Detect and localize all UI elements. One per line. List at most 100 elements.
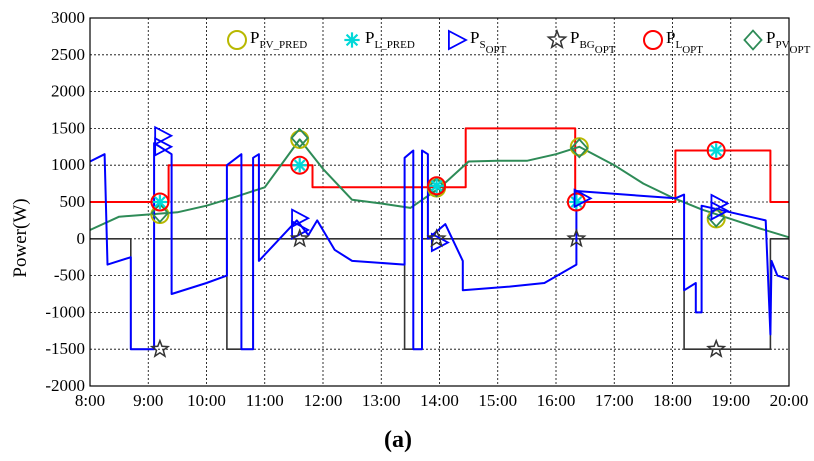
star-marker: [546, 28, 568, 50]
legend-main: P: [766, 28, 775, 47]
legend-sub: BG: [579, 39, 594, 51]
triangle-marker: [291, 208, 311, 229]
triangle-marker: [710, 200, 730, 221]
y-tick-label: -1500: [45, 339, 85, 358]
triangle-marker: [447, 29, 468, 51]
star-marker: [706, 338, 727, 358]
legend-sub: PV_PRED: [259, 39, 307, 51]
legend-main: P: [365, 28, 374, 47]
y-tick-label: -2000: [45, 376, 85, 395]
y-tick-label: -1000: [45, 302, 85, 321]
triangle-marker: [291, 219, 311, 240]
legend-main: P: [470, 28, 479, 47]
x-tick-label: 14:00: [420, 391, 459, 410]
caption-open: (: [384, 427, 392, 453]
circle-marker: [150, 192, 170, 212]
asterisk-stroke: [154, 196, 166, 208]
x-tick-label: 18:00: [653, 391, 692, 410]
legend-subsub: OPT: [595, 44, 616, 56]
series-line-storage: [89, 142, 790, 351]
legend-subsub: OPT: [486, 44, 507, 56]
x-tick-label: 15:00: [478, 391, 517, 410]
x-axis-ticks: 8:00 9:00 10:00 11:00 12:00 13:00 14:00 15:00 16…: [75, 391, 808, 410]
x-tick-label: 10:00: [187, 391, 226, 410]
legend-main: P: [570, 28, 579, 47]
triangle-marker: [154, 136, 174, 157]
y-tick-label: 2500: [51, 45, 85, 64]
y-axis-ticks: 3000 2500 2000 1500 1000 500 0 -500 -1000 -1500 -2…: [45, 8, 85, 395]
triangle-marker: [154, 125, 174, 146]
y-tick-label: 500: [60, 192, 86, 211]
triangle-marker: [573, 188, 593, 209]
y-tick-label: 2000: [51, 82, 85, 101]
y-tick-label: 3000: [51, 8, 85, 27]
legend-sub: PV: [775, 39, 789, 51]
x-tick-label: 9:00: [133, 391, 163, 410]
asterisk-marker: [708, 143, 724, 158]
x-tick-label: 13:00: [362, 391, 401, 410]
legend-item: PPVOPT: [743, 28, 811, 56]
asterisk-stroke: [710, 144, 723, 157]
legend-sub: L: [675, 39, 682, 51]
y-tick-label: 1000: [51, 155, 85, 174]
asterisk-marker: [292, 157, 307, 173]
asterisk-marker: [429, 178, 444, 194]
y-tick-label: -500: [54, 266, 85, 285]
star-marker: [566, 228, 587, 248]
marker-group-asterisk: [152, 143, 724, 210]
y-tick-label: 0: [77, 229, 86, 248]
legend-item: PBGOPT: [546, 28, 616, 56]
asterisk-stroke: [570, 196, 583, 208]
legend-label: PBGOPT: [570, 28, 616, 56]
star-marker: [426, 228, 447, 248]
x-tick-label: 8:00: [75, 391, 105, 410]
caption-close: ): [404, 427, 412, 453]
legend-sub: S: [479, 39, 485, 51]
circle-marker: [227, 30, 247, 50]
plot-frame: [89, 17, 790, 387]
star-marker: [289, 228, 310, 248]
diamond-marker: [290, 127, 309, 149]
legend-label: PL_PRED: [365, 28, 415, 51]
y-axis-label: Power(W): [10, 198, 31, 277]
circle-marker: [427, 176, 447, 196]
diamond-marker: [743, 29, 763, 51]
star-marker: [149, 338, 171, 358]
legend-main: P: [250, 28, 259, 47]
asterisk-stroke: [345, 33, 359, 47]
x-tick-label: 20:00: [770, 391, 809, 410]
diamond-marker: [150, 202, 170, 224]
legend-sub: L_PRED: [374, 39, 414, 51]
asterisk-stroke: [293, 159, 306, 172]
legend-item: PL_PRED: [344, 28, 415, 51]
legend-subsub: OPT: [790, 44, 811, 56]
legend-item: PSOPT: [447, 28, 507, 56]
figure-caption: (a): [384, 427, 412, 453]
legend-label: PPVOPT: [766, 28, 811, 56]
asterisk-marker: [569, 194, 584, 210]
diamond-marker: [427, 177, 446, 198]
circle-marker: [643, 30, 663, 50]
asterisk-marker: [152, 194, 168, 210]
series-line-load: [90, 127, 789, 203]
asterisk-stroke: [430, 179, 443, 192]
legend-label: PPV_PRED: [250, 28, 307, 51]
x-tick-label: 17:00: [595, 391, 634, 410]
legend-item: PPV_PRED: [227, 28, 307, 51]
legend-item: PLOPT: [643, 28, 703, 56]
asterisk-marker: [344, 32, 360, 48]
legend-subsub: OPT: [682, 44, 703, 56]
circle-marker: [706, 140, 726, 160]
marker-group-star: [149, 228, 727, 358]
x-tick-label: 12:00: [304, 391, 343, 410]
series-markers: [149, 125, 730, 358]
caption-letter: a: [392, 427, 404, 453]
legend-label: PLOPT: [666, 28, 703, 56]
x-tick-label: 16:00: [537, 391, 576, 410]
circle-marker: [290, 155, 310, 175]
legend-main: P: [666, 28, 675, 47]
y-tick-label: 1500: [51, 118, 85, 137]
